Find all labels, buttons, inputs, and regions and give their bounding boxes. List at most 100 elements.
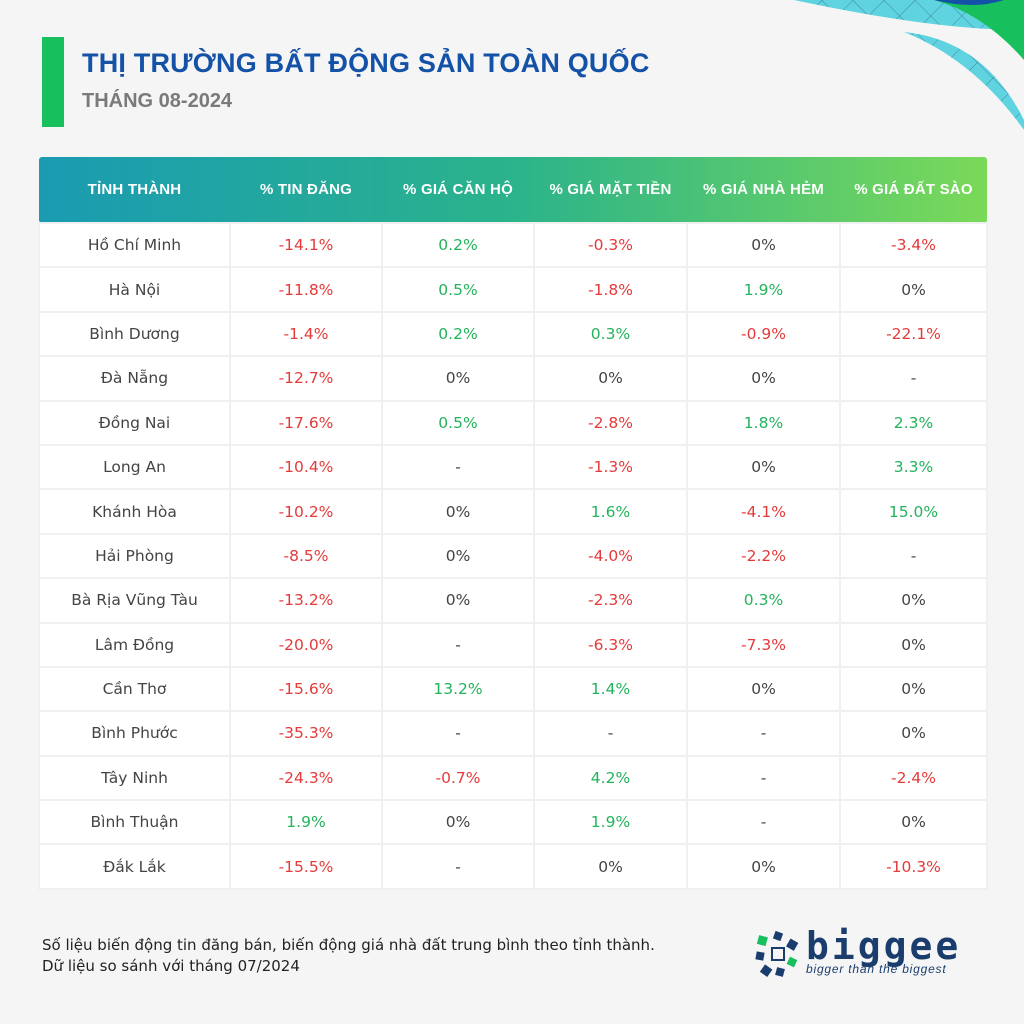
city-cell: Khánh Hòa [38,488,231,535]
value-cell: - [686,710,841,757]
data-table: TỈNH THÀNH % TIN ĐĂNG % GIÁ CĂN HỘ % GIÁ MẶ… [38,157,988,890]
city-cell: Bình Phước [38,710,231,757]
city-cell: Lâm Đồng [38,621,231,668]
value-cell: 13.2% [381,665,535,713]
value-cell: 0% [381,799,535,846]
value-cell: 0% [686,355,841,402]
value-cell: -13.2% [229,577,383,624]
value-cell: 0% [381,488,535,535]
table-header-row: TỈNH THÀNH % TIN ĐĂNG % GIÁ CĂN HỘ % GIÁ MẶ… [39,157,987,223]
table-row: Đà Nẵng -12.7% 0% 0% 0% - [38,355,988,402]
table-row: Hồ Chí Minh -14.1% 0.2% -0.3% 0% -3.4% [38,221,988,269]
value-cell: 0% [839,710,988,757]
value-cell: - [839,532,988,580]
value-cell: -12.7% [229,355,383,402]
column-header: TỈNH THÀNH [87,181,182,198]
value-cell: 0.2% [381,310,535,358]
value-cell: -10.4% [229,443,383,491]
value-cell: 0% [686,443,841,491]
value-cell: -1.3% [533,443,688,491]
column-header: % TIN ĐĂNG [260,181,352,198]
table-row: Bình Dương -1.4% 0.2% 0.3% -0.9% -22.1% [38,310,988,358]
city-cell: Đà Nẵng [38,355,231,402]
value-cell: 0% [686,221,841,269]
value-cell: 0.3% [686,577,841,624]
value-cell: -22.1% [839,310,988,358]
table-row: Bình Thuận 1.9% 0% 1.9% -0% [38,799,988,846]
value-cell: -2.3% [533,577,688,624]
value-cell: -8.5% [229,532,383,580]
table-body: Hồ Chí Minh -14.1% 0.2% -0.3% 0% -3.4% Hà Nội -… [38,221,988,890]
table-row: Tây Ninh -24.3% -0.7% 4.2% - -2.4% [38,754,988,802]
city-cell: Hải Phòng [38,532,231,580]
value-cell: 1.9% [533,799,688,846]
value-cell: -2.4% [839,754,988,802]
value-cell: 0.3% [533,310,688,358]
table-row: Đồng Nai -17.6% 0.5% -2.8% 1.8% 2.3% [38,399,988,446]
value-cell: 0% [839,799,988,846]
value-cell: - [381,710,535,757]
value-cell: 0% [686,843,841,890]
value-cell: 3.3% [839,443,988,491]
value-cell: 0.5% [381,399,535,446]
value-cell: -2.2% [686,532,841,580]
value-cell: 0% [381,355,535,402]
value-cell: 0% [686,665,841,713]
value-cell: 1.8% [686,399,841,446]
value-cell: -4.1% [686,488,841,535]
logo-wordmark: biggee [806,924,962,968]
value-cell: 1.9% [229,799,383,846]
logo-tagline: bigger than the biggest [806,962,947,976]
column-header: % GIÁ MẶT TIỀN [549,181,672,198]
value-cell: -15.5% [229,843,383,890]
value-cell: -10.2% [229,488,383,535]
table-row: Hà Nội -11.8% 0.5% -1.8% 1.9% 0% [38,266,988,313]
value-cell: 1.4% [533,665,688,713]
column-header: % GIÁ ĐẤT SÀO [854,181,973,198]
value-cell: 0% [839,266,988,313]
value-cell: -2.8% [533,399,688,446]
table-row: Đắk Lắk -15.5% -0% 0% -10.3% [38,843,988,890]
column-header: % GIÁ NHÀ HẺM [703,181,824,198]
value-cell: -35.3% [229,710,383,757]
city-cell: Đồng Nai [38,399,231,446]
value-cell: 0% [839,577,988,624]
value-cell: -1.8% [533,266,688,313]
value-cell: -15.6% [229,665,383,713]
value-cell: -24.3% [229,754,383,802]
city-cell: Đắk Lắk [38,843,231,890]
table-row: Lâm Đồng -20.0% - -6.3% -7.3% 0% [38,621,988,668]
city-cell: Hồ Chí Minh [38,221,231,269]
biggee-logo: biggee bigger than the biggest [754,924,994,984]
footer-note: Số liệu biến động tin đăng bán, biến độn… [42,935,655,977]
value-cell: 15.0% [839,488,988,535]
value-cell: 2.3% [839,399,988,446]
value-cell: 0.5% [381,266,535,313]
value-cell: - [839,355,988,402]
value-cell: -0.7% [381,754,535,802]
value-cell: -11.8% [229,266,383,313]
value-cell: 1.6% [533,488,688,535]
value-cell: - [381,843,535,890]
value-cell: -0.3% [533,221,688,269]
table-row: Cần Thơ -15.6% 13.2% 1.4% 0% 0% [38,665,988,713]
page-subtitle: THÁNG 08-2024 [82,90,233,112]
value-cell: - [686,799,841,846]
value-cell: -10.3% [839,843,988,890]
logo-mark-icon [755,930,799,977]
value-cell: 0% [381,577,535,624]
value-cell: -6.3% [533,621,688,668]
value-cell: -1.4% [229,310,383,358]
value-cell: 0% [533,355,688,402]
value-cell: -0.9% [686,310,841,358]
value-cell: - [381,621,535,668]
table-row: Khánh Hòa -10.2% 0% 1.6% -4.1% 15.0% [38,488,988,535]
value-cell: -7.3% [686,621,841,668]
value-cell: -14.1% [229,221,383,269]
table-row: Bình Phước -35.3% - - -0% [38,710,988,757]
value-cell: -20.0% [229,621,383,668]
city-cell: Long An [38,443,231,491]
data-table-container: TỈNH THÀNH % TIN ĐĂNG % GIÁ CĂN HỘ % GIÁ MẶ… [38,157,988,890]
title-accent-bar [42,37,64,127]
city-cell: Tây Ninh [38,754,231,802]
